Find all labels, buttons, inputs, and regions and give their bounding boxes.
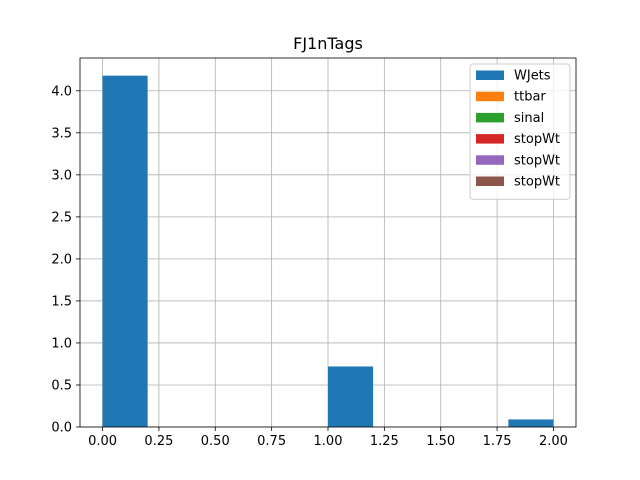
legend-swatch [476,70,504,80]
legend-swatch [476,155,504,165]
legend-label: WJets [514,69,551,84]
bar [328,366,374,427]
legend-label: stopWt [514,153,560,168]
grid [80,58,576,428]
y-tick-label: 1.5 [51,294,72,309]
y-tick-label: 0.0 [51,421,72,436]
x-tick-label: 0.00 [88,434,117,449]
chart-title: FJ1nTags [293,34,363,53]
y-tick-label: 3.0 [51,168,72,183]
x-tick-label: 1.75 [483,434,512,449]
y-tick-label: 1.0 [51,336,72,351]
y-tick-label: 3.5 [51,126,72,141]
legend-swatch [476,176,504,186]
y-tick-label: 2.0 [51,252,72,267]
legend-label: stopWt [514,132,560,147]
x-tick-label: 2.00 [539,434,568,449]
x-tick-label: 1.50 [426,434,455,449]
y-tick-label: 0.5 [51,378,72,393]
bars [102,75,554,427]
y-tick-label: 2.5 [51,210,72,225]
legend-swatch [476,134,504,144]
ticks: 0.00 0.25 0.50 0.75 1.00 1.25 1.50 1.75 2.00 0.0 0… [51,84,568,449]
bar [508,419,554,427]
bar [102,75,148,427]
x-tick-label: 0.75 [257,434,286,449]
legend-swatch [476,91,504,102]
x-tick-label: 1.25 [370,434,399,449]
legend-swatch [476,112,504,123]
y-tick-label: 4.0 [51,84,72,99]
legend-label: stopWt [514,175,560,190]
legend-label: sinal [514,111,544,126]
legend: WJets ttbar sinal stopWt stopWt stopWt [469,63,571,200]
x-tick-label: 1.00 [314,434,343,449]
legend-label: ttbar [514,90,546,105]
x-tick-label: 0.25 [144,434,173,449]
x-tick-label: 0.50 [201,434,230,449]
